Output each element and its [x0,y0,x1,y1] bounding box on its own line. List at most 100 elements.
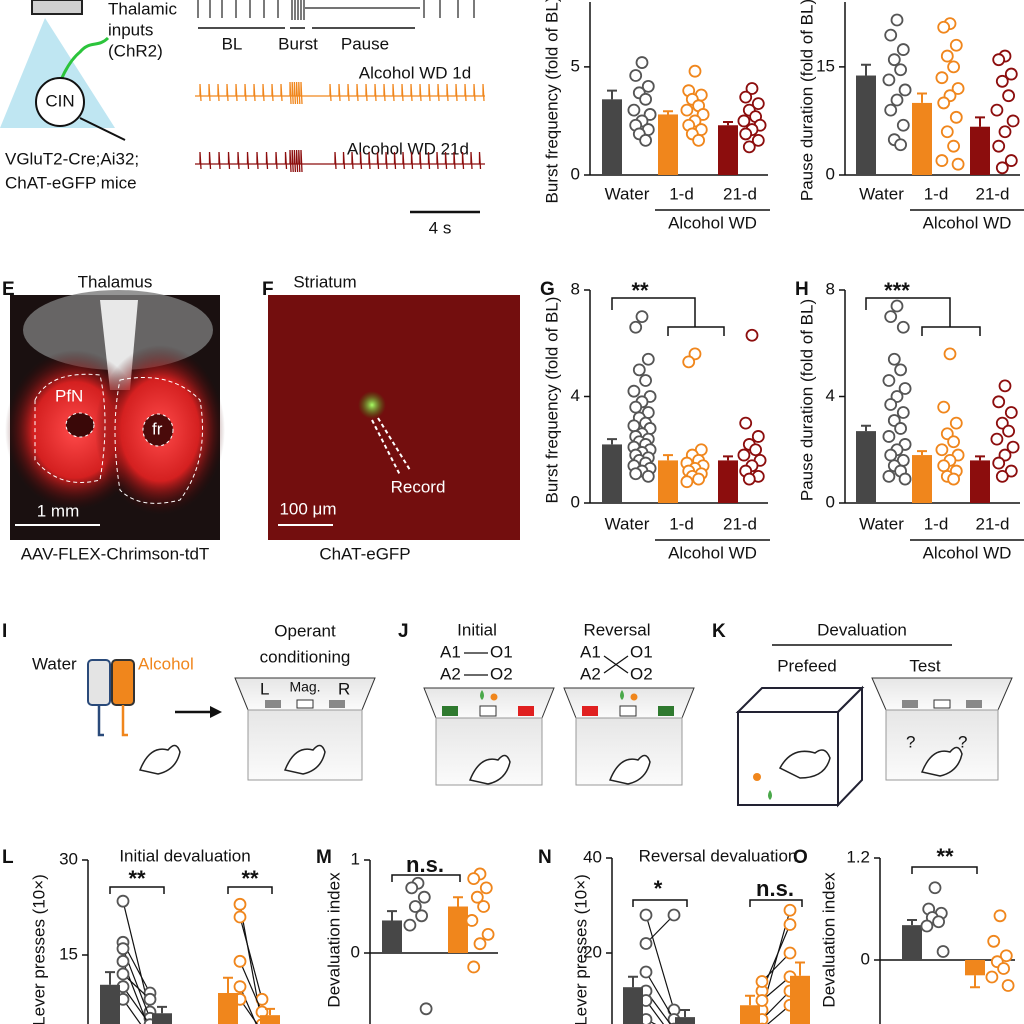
data-point [887,53,901,67]
bar [740,1005,760,1024]
micrograph [268,295,520,540]
data-point [405,881,419,895]
data-point [1002,89,1015,103]
phase-label: Pause [341,34,389,53]
lever [902,700,918,708]
scale-label: 1 mm [37,501,80,520]
data-point [629,467,643,481]
outcome: O1 [490,642,513,661]
electrode [79,117,126,141]
data-point [894,363,907,377]
image-title: Thalamus [78,272,153,291]
phase-title: Reversal [583,620,650,639]
data-point [419,1002,433,1016]
phase-label: Test [909,656,940,675]
region-outline [142,413,174,447]
data-point [473,937,487,951]
data-point [470,890,484,904]
y-axis-label: Pause duration (fold of BL) [797,299,816,501]
panel-f: F Striatum Record 100 μm ChAT-eGFP [262,272,520,563]
pair-line [761,952,791,982]
data-point [1004,154,1018,167]
data-point [898,83,912,97]
phase-title: Initial [457,620,497,639]
y-tick-label: 4 [571,386,580,405]
error-bar [663,110,673,115]
pellet [753,773,761,781]
y-tick-label: 0 [826,164,835,183]
lever [442,706,458,716]
chart: 0 1 Devaluation index M n.s. [316,847,498,1024]
data-point [985,970,999,984]
magazine [296,699,314,709]
lever [518,706,534,716]
data-point [928,881,942,895]
data-point [896,118,910,132]
error-bar [917,450,927,456]
data-point [116,942,130,956]
schematic: CIN Thalamic inputs (ChR2) VGluT2-Cre;Ai… [0,0,177,192]
bottle [111,659,135,706]
error-bar [975,116,985,127]
inputs-label: (ChR2) [108,41,163,60]
data-point [477,900,491,913]
data-point [692,133,705,147]
bar [912,102,932,175]
data-point [920,919,934,933]
significance-bracket [391,874,461,882]
data-point [745,328,759,342]
bar [902,925,922,960]
phase-label: Burst [278,34,318,53]
data-point [635,56,649,69]
pellet [490,693,498,701]
trace-label: Alcohol WD 21d [347,139,469,158]
data-point [997,962,1010,975]
group-label: Alcohol WD [923,213,1012,232]
data-point [949,416,963,430]
data-point [932,915,945,929]
error-bar [607,89,617,100]
bar [658,460,678,503]
pipette [371,419,401,476]
data-point [947,435,960,449]
error-bar [223,976,233,993]
y-tick-label: 8 [571,279,580,298]
data-point [993,909,1007,923]
data-point [896,320,910,334]
data-point [639,965,653,979]
data-point [116,954,130,968]
x-tick-label: Water [605,184,650,203]
data-point [949,38,963,52]
panel-letter: M [316,847,332,868]
chart: 20 40 Lever presses (10×) N Reversal devalua… [538,846,810,1024]
bar [448,906,468,953]
data-point [639,937,653,950]
data-point [992,395,1006,409]
data-point [890,93,904,107]
y-axis-label: Devaluation index [324,872,343,1008]
x-tick-label: Water [859,184,904,203]
y-axis-label: Lever presses (10×) [571,874,590,1024]
panel-letter: G [540,279,555,300]
panel-e: E Thalamus PfN fr 1 mm AAV-FLEX-Chrimson… [2,272,225,563]
magazine [479,705,497,717]
y-tick-label: 5 [571,56,580,75]
panel-letter: E [2,279,15,300]
data-point [688,64,702,78]
data-point [749,443,762,457]
x-tick-label: 21-d [975,184,1009,203]
data-point [884,310,898,324]
y-tick-label: 4 [826,386,835,405]
data-point [641,79,655,93]
bar [602,444,622,503]
data-point [755,994,769,1007]
magazine [619,705,637,717]
data-point [739,90,753,104]
chart: 0 5 Burst frequency (fold of BL) Water 1-d 21… [542,0,770,232]
pair-line [645,971,675,1020]
inputs-label: Thalamic [108,0,177,18]
rat [778,749,831,779]
phase-label: Prefeed [777,656,837,675]
